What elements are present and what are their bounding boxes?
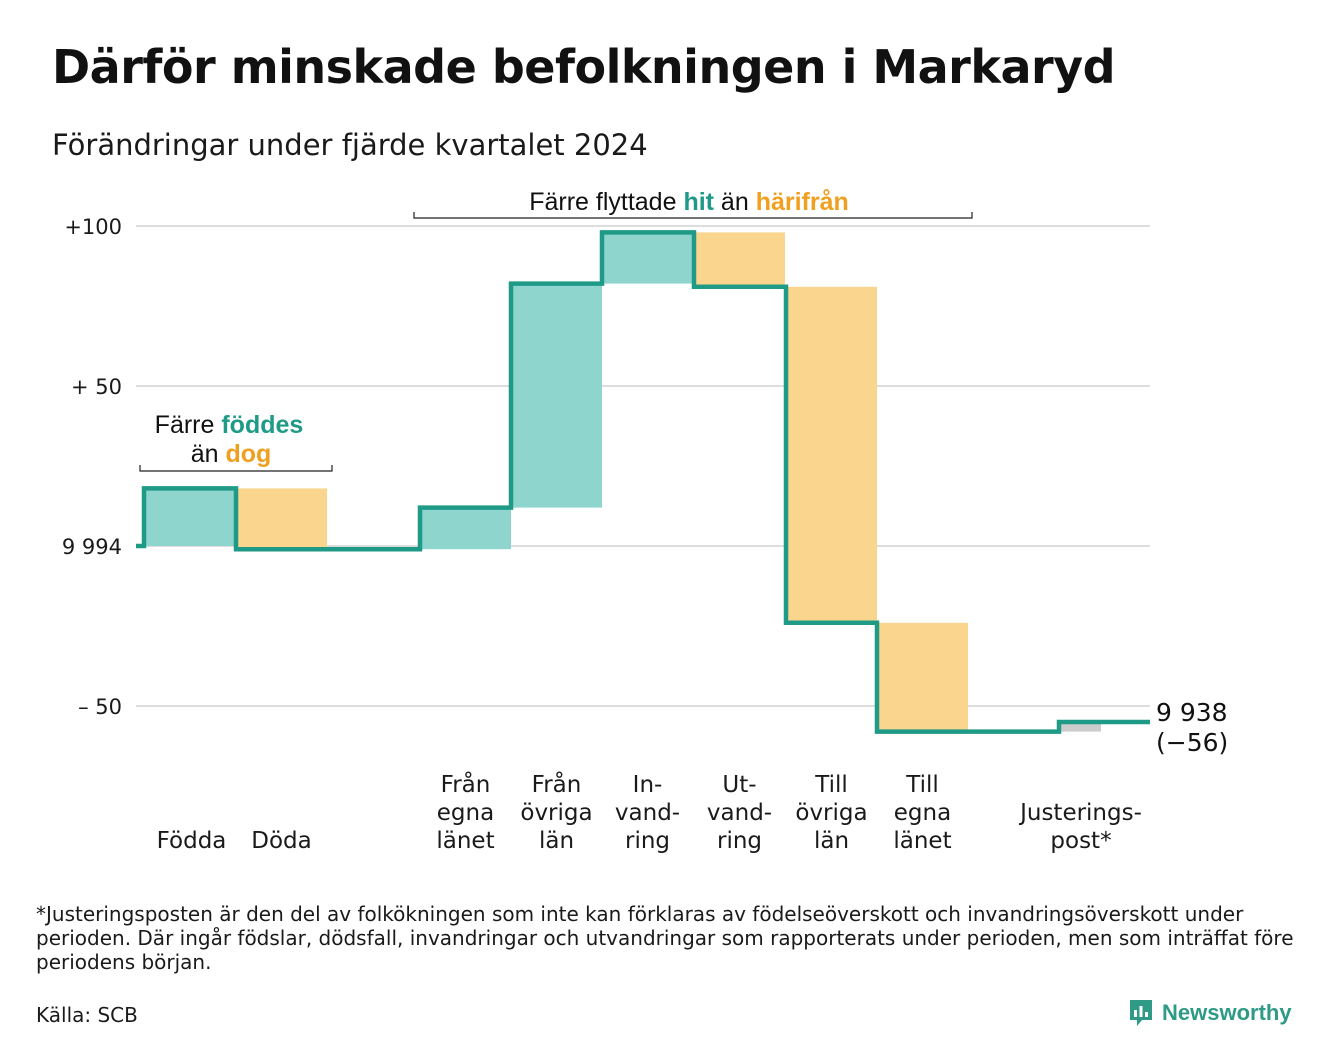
category-label: vand-	[707, 800, 772, 826]
category-label: övriga	[795, 800, 867, 826]
category-label: post*	[1050, 828, 1111, 854]
category-label: egna	[437, 800, 494, 826]
waterfall-bar	[602, 232, 693, 284]
category-label: Från	[441, 770, 491, 798]
waterfall-bar	[1059, 722, 1101, 732]
category-label: län	[539, 828, 574, 854]
annotation-migration: Färre flyttade hit än härifrån	[529, 188, 849, 216]
category-label: Från	[532, 770, 582, 798]
category-label: länet	[436, 828, 494, 854]
category-label: län	[814, 828, 849, 854]
waterfall-bar	[877, 622, 968, 732]
category-label: egna	[894, 800, 951, 826]
category-label: Ut-	[722, 772, 756, 798]
chart-title: Därför minskade befolkningen i Markaryd	[52, 40, 1116, 94]
category-label: In-	[633, 772, 663, 798]
annotation-bracket	[413, 212, 973, 219]
annotation-deaths: än dog	[191, 440, 272, 468]
category-label: vand-	[615, 800, 680, 826]
source-credit: Källa: SCB	[36, 1003, 138, 1027]
annotation-births: Färre föddes	[155, 411, 304, 439]
category-label: Till	[905, 772, 939, 798]
waterfall-bar	[511, 283, 602, 508]
waterfall-bar	[144, 488, 235, 546]
y-tick-label: – 50	[78, 695, 122, 719]
waterfall-bar	[420, 507, 511, 550]
annotation-bracket	[139, 465, 333, 472]
category-label: övriga	[520, 800, 592, 826]
chart-subtitle: Förändringar under fjärde kvartalet 2024	[52, 128, 648, 162]
end-value-label: 9 938	[1156, 698, 1228, 727]
category-label: ring	[625, 828, 670, 854]
waterfall-bar	[694, 232, 785, 287]
y-tick-label: + 50	[71, 375, 122, 399]
cumulative-step-line	[136, 230, 1150, 734]
waterfall-bar	[786, 286, 877, 623]
category-label: länet	[893, 828, 951, 854]
bar-chart-icon	[1130, 1000, 1152, 1026]
footnote: *Justeringsposten är den del av folkökni…	[36, 902, 1294, 974]
brand-name: Newsworthy	[1162, 1000, 1292, 1025]
y-tick-label: 9 994	[62, 535, 122, 559]
end-change-label: (−56)	[1156, 728, 1228, 757]
y-tick-label: +100	[64, 215, 122, 239]
category-label: Födda	[157, 828, 227, 854]
category-label: ring	[717, 828, 762, 854]
category-label: Döda	[251, 828, 311, 854]
newsworthy-logo: Newsworthy	[1128, 998, 1292, 1028]
category-label: Till	[814, 772, 848, 798]
waterfall-bar	[236, 488, 327, 550]
category-label: Justerings-	[1018, 800, 1142, 826]
